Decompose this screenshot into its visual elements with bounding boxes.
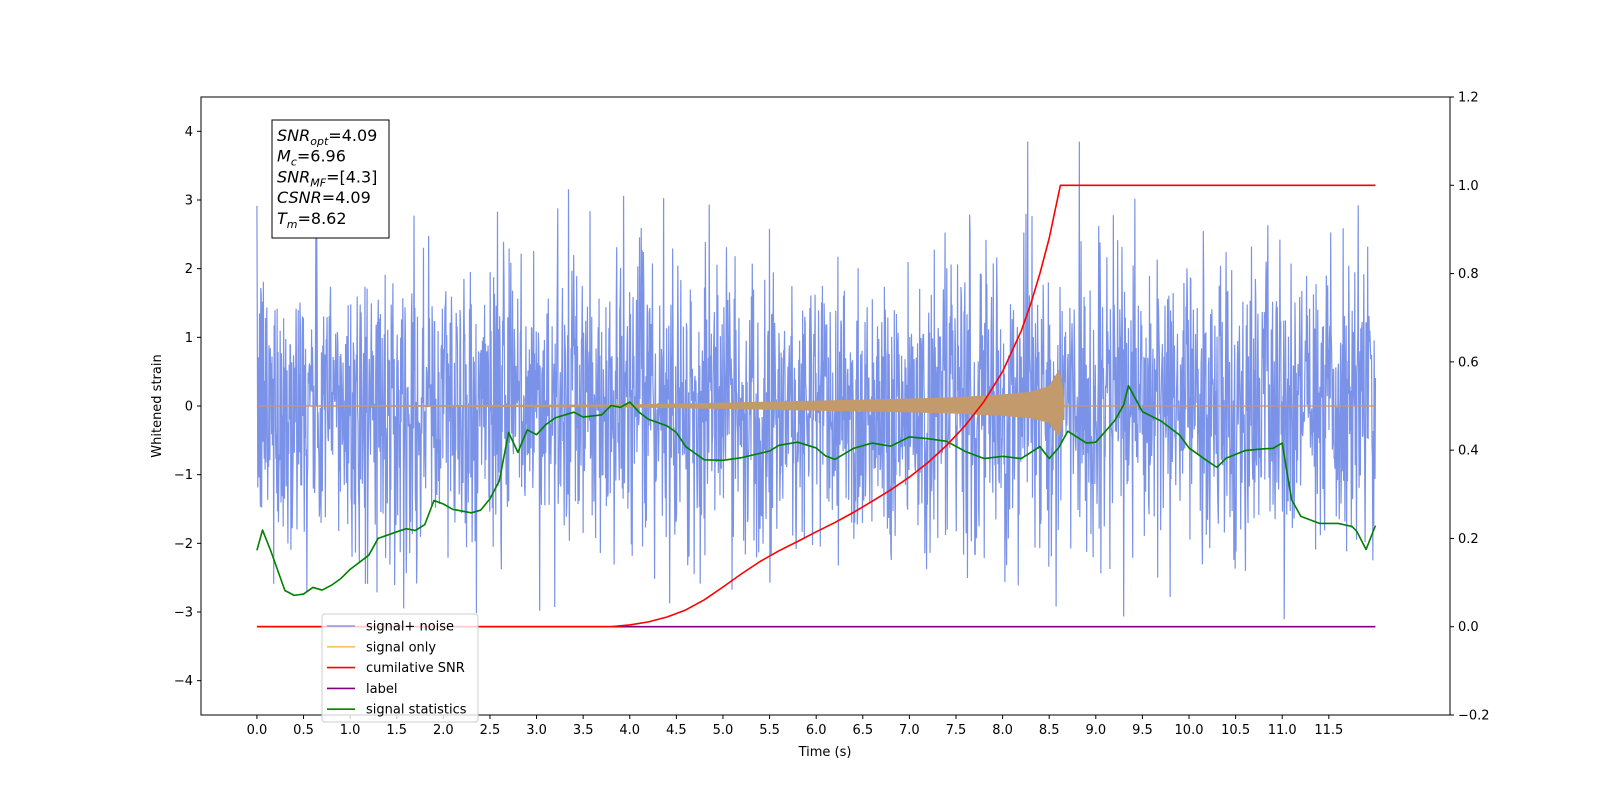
y2-tick-label: 1.0 [1458, 179, 1479, 194]
y-tick-label: 0 [185, 400, 193, 415]
signal-statistics-line [256, 384, 1377, 597]
signal-only-envelope [256, 369, 1376, 437]
y-axis: −4 −3 −2 −1 0 1 2 3 4 [174, 125, 201, 689]
x-tick-label: 3.5 [573, 723, 594, 738]
annotation-line: CSNR=4.09 [277, 188, 371, 207]
x-tick-label: 4.5 [666, 723, 687, 738]
signal-noise-line [256, 141, 1377, 620]
x-tick-label: 0.0 [247, 723, 268, 738]
legend-label: signal statistics [366, 703, 467, 718]
signal-statistics-series [256, 384, 1377, 597]
x-tick-label: 9.5 [1132, 723, 1153, 738]
x-tick-label: 9.0 [1085, 723, 1106, 738]
x-tick-label: 6.5 [852, 723, 873, 738]
legend-label: cumilative SNR [366, 661, 465, 676]
x-axis: 0.0 0.5 1.0 1.5 2.0 2.5 3.0 3.5 4.0 4.5 5.0 5.5 6.0 6… [247, 715, 1343, 738]
y2-tick-label: 1.2 [1458, 91, 1479, 106]
legend-label: signal+ noise [366, 620, 454, 635]
y2-tick-label: 0.4 [1458, 444, 1479, 459]
x-tick-label: 4.0 [619, 723, 640, 738]
y-tick-label: 1 [185, 331, 193, 346]
annotation-line: SNRopt=4.09 [277, 126, 377, 148]
x-tick-label: 10.5 [1221, 723, 1250, 738]
x-tick-label: 10.0 [1175, 723, 1204, 738]
x-tick-label: 5.5 [759, 723, 780, 738]
y2-tick-label: 0.6 [1458, 355, 1479, 370]
y-tick-label: 3 [185, 194, 193, 209]
legend-label: signal only [366, 640, 436, 655]
x-tick-label: 7.0 [899, 723, 920, 738]
annotation-line: Tm=8.62 [277, 209, 347, 231]
x-tick-label: 1.0 [340, 723, 361, 738]
y-tick-label: 2 [185, 262, 193, 277]
y-tick-label: −3 [174, 606, 193, 621]
x-tick-label: 8.0 [992, 723, 1013, 738]
x-axis-title: Time (s) [798, 745, 852, 760]
annotation-line: SNRMF=[4.3] [277, 167, 377, 189]
x-tick-label: 11.0 [1268, 723, 1297, 738]
y-tick-label: −1 [174, 468, 193, 483]
legend-label: label [366, 682, 397, 697]
x-tick-label: 5.0 [713, 723, 734, 738]
x-tick-label: 2.5 [480, 723, 501, 738]
y-tick-label: −2 [174, 537, 193, 552]
y2-tick-label: −0.2 [1458, 709, 1490, 724]
x-tick-label: 0.5 [293, 723, 314, 738]
y2-tick-label: 0.0 [1458, 620, 1479, 635]
y2-axis: −0.2 0.0 0.2 0.4 0.6 0.8 1.0 1.2 [1450, 91, 1490, 724]
y-tick-label: −4 [174, 674, 193, 689]
y-tick-label: 4 [185, 125, 193, 140]
cumulative-snr-line [256, 184, 1376, 628]
y-axis-title: Whitened strain [150, 354, 165, 457]
annotation-line: Mc=6.96 [277, 147, 346, 169]
y2-tick-label: 0.2 [1458, 532, 1479, 547]
x-tick-label: 6.0 [806, 723, 827, 738]
x-tick-label: 1.5 [386, 723, 407, 738]
annotation-frame [271, 119, 390, 239]
x-tick-label: 11.5 [1314, 723, 1343, 738]
signal-only-series [256, 369, 1376, 437]
legend: signal+ noise signal only cumilative SNR la… [321, 613, 479, 723]
x-tick-label: 3.0 [526, 723, 547, 738]
x-tick-label: 2.0 [433, 723, 454, 738]
cumulative-snr-series [256, 184, 1376, 628]
x-tick-label: 7.5 [946, 723, 967, 738]
y2-tick-label: 0.8 [1458, 267, 1479, 282]
x-tick-label: 8.5 [1039, 723, 1060, 738]
signal-noise-series [256, 141, 1377, 620]
legend-frame [321, 613, 479, 723]
